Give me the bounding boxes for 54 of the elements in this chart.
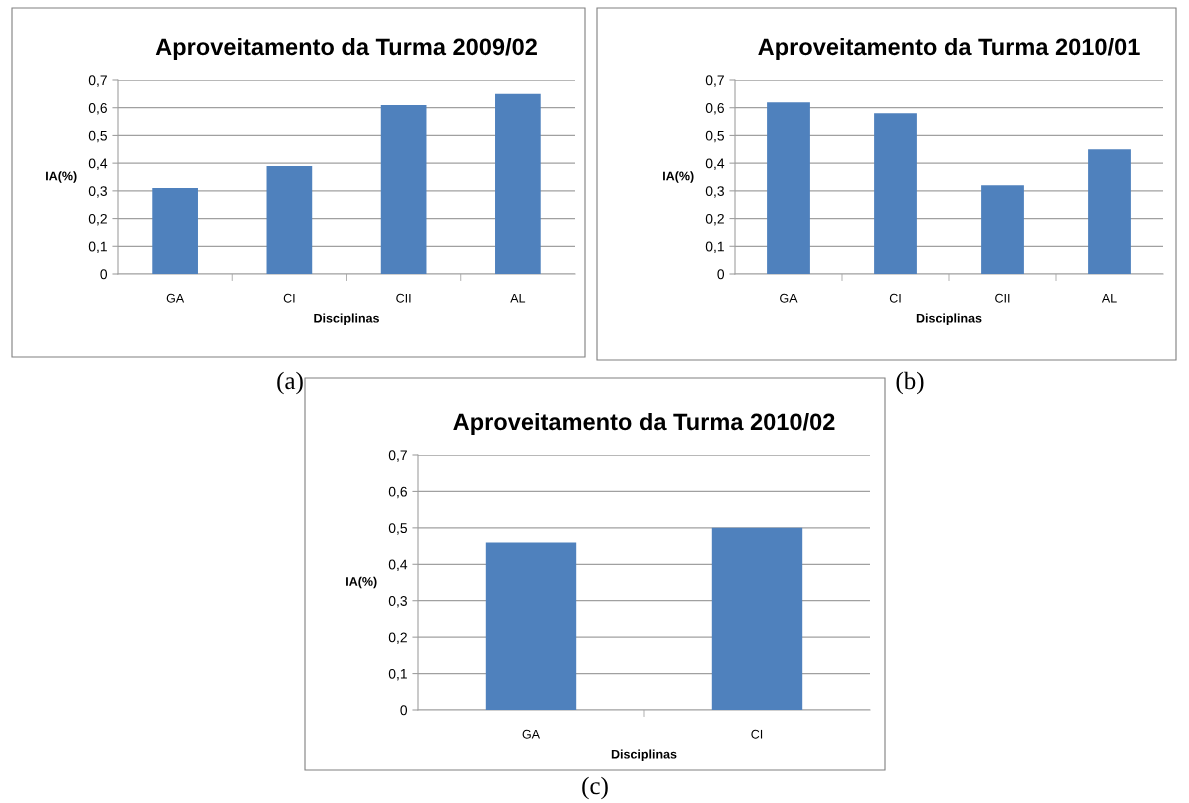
chart-title: Aproveitamento da Turma 2009/02 (155, 37, 537, 60)
bar (152, 188, 198, 274)
x-tick-label: AL (510, 293, 526, 303)
text: (c) (582, 776, 608, 800)
bar (767, 102, 810, 274)
bar (380, 104, 427, 274)
bar (495, 93, 541, 274)
y-tick-label: 0 (100, 269, 108, 280)
y-tick-label: 0,2 (388, 632, 407, 644)
y-tick-label: 0,4 (88, 158, 108, 170)
y-tick-label: 0,1 (388, 668, 407, 681)
y-tick-label: 0,3 (705, 186, 724, 198)
y-axis-title: IA(%) (663, 171, 694, 183)
bar (266, 165, 313, 274)
bar (1088, 149, 1131, 274)
y-tick-label: 0,5 (388, 523, 407, 535)
chart-title: Aproveitamento da Turma 2010/01 (758, 37, 1140, 60)
y-tick-label: 0,6 (88, 103, 107, 115)
y-tick-label: 0,4 (705, 158, 725, 170)
x-tick-label: CII (995, 293, 1010, 303)
x-tick-label: CI (283, 293, 295, 303)
x-tick-label: CI (751, 729, 763, 739)
y-tick-label: 0 (400, 705, 408, 716)
y-tick-label: 0,7 (88, 75, 107, 87)
bar (981, 185, 1024, 274)
y-tick-label: 0,4 (388, 559, 408, 572)
x-tick-label: CI (889, 293, 901, 303)
y-tick-label: 0,7 (705, 75, 724, 87)
y-tick-label: 0,3 (388, 596, 407, 608)
x-tick-label: GA (166, 293, 185, 303)
y-tick-label: 0,5 (705, 130, 724, 143)
x-tick-label: GA (780, 293, 798, 303)
x-tick-label: AL (1101, 293, 1117, 303)
y-tick-label: 0 (717, 269, 725, 280)
y-tick-label: 0,1 (88, 241, 107, 254)
x-tick-label: CII (396, 293, 411, 303)
y-tick-label: 0,6 (705, 103, 724, 115)
y-axis-title: IA(%) (46, 171, 77, 183)
y-tick-label: 0,1 (705, 241, 724, 254)
y-tick-label: 0,6 (388, 486, 407, 499)
y-axis-title: IA(%) (346, 576, 377, 589)
text: (b) (896, 371, 924, 395)
x-tick-label: GA (522, 729, 541, 739)
bar (874, 113, 917, 274)
y-tick-label: 0,3 (88, 186, 107, 198)
x-axis-title: Disciplinas (314, 313, 379, 326)
y-tick-label: 0,2 (88, 213, 107, 226)
y-tick-label: 0,7 (388, 450, 407, 462)
chart-title: Aproveitamento da Turma 2010/02 (453, 412, 835, 435)
text: (a) (277, 371, 303, 395)
y-tick-label: 0,5 (88, 130, 107, 143)
x-axis-title: Disciplinas (916, 313, 982, 326)
y-tick-label: 0,2 (705, 213, 724, 226)
x-axis-title: Disciplinas (611, 749, 677, 762)
